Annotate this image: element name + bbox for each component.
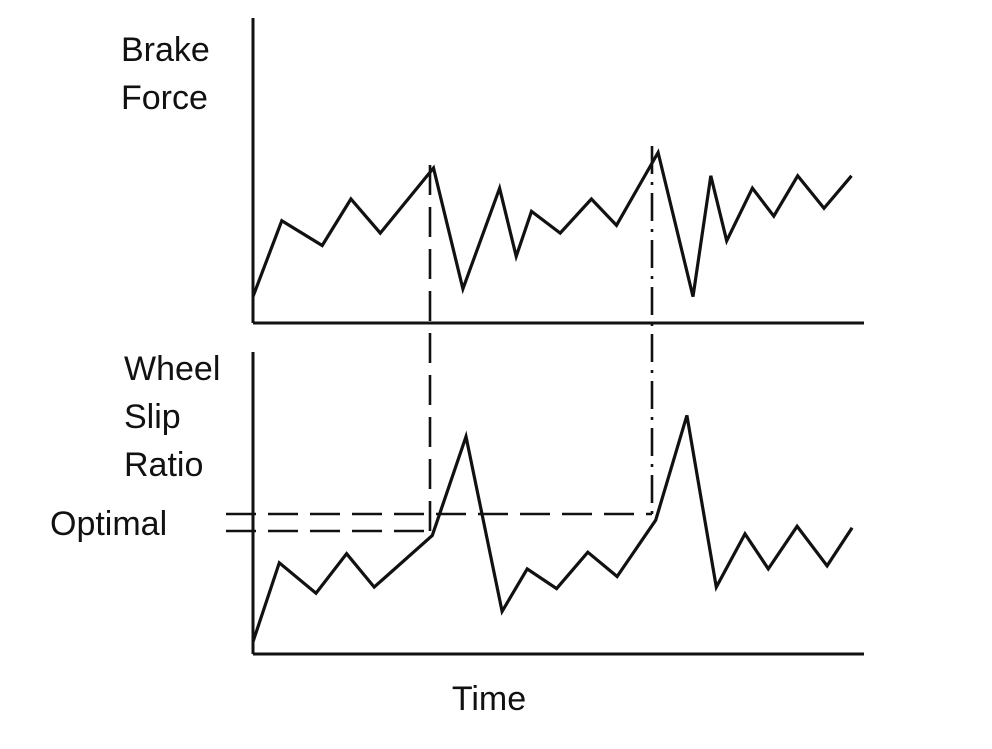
wheel-slip-label-line-3: Ratio (124, 446, 203, 484)
guide-lines (226, 146, 654, 533)
wheel-slip-trace (251, 414, 854, 643)
wheel-slip-label-line-1: Wheel (124, 350, 220, 388)
wheel-slip-panel: Wheel Slip Ratio Optimal (50, 350, 864, 656)
brake-force-panel: Brake Force (121, 18, 864, 325)
brake-force-trace (251, 148, 853, 298)
brake-force-label-line-2: Force (121, 79, 208, 117)
optimal-label: Optimal (50, 505, 167, 543)
wheel-slip-label-line-2: Slip (124, 398, 181, 436)
brake-force-label-line-1: Brake (121, 31, 210, 69)
x-axis-label: Time (452, 680, 526, 718)
